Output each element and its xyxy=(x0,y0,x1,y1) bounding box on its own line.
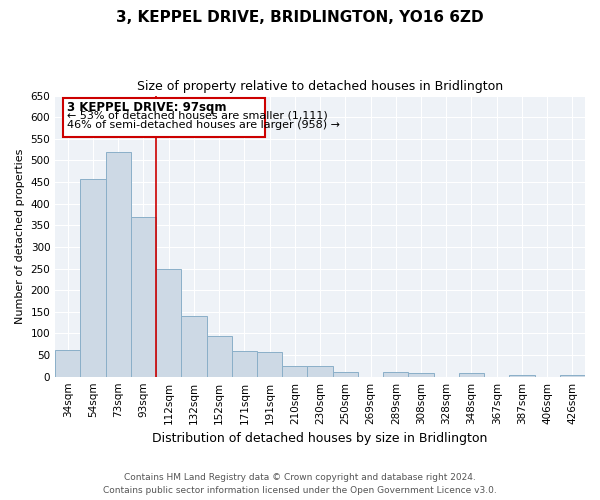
Bar xyxy=(55,350,80,376)
Bar xyxy=(509,374,535,376)
Y-axis label: Number of detached properties: Number of detached properties xyxy=(15,148,25,324)
Bar xyxy=(282,366,307,376)
Bar xyxy=(383,372,409,376)
FancyBboxPatch shape xyxy=(63,98,265,136)
Text: 3, KEPPEL DRIVE, BRIDLINGTON, YO16 6ZD: 3, KEPPEL DRIVE, BRIDLINGTON, YO16 6ZD xyxy=(116,10,484,25)
Bar xyxy=(206,336,232,376)
Bar xyxy=(257,352,282,376)
Bar xyxy=(459,373,484,376)
Bar xyxy=(106,152,131,376)
Bar xyxy=(156,270,181,376)
Bar xyxy=(232,350,257,376)
Text: 46% of semi-detached houses are larger (958) →: 46% of semi-detached houses are larger (… xyxy=(67,120,340,130)
X-axis label: Distribution of detached houses by size in Bridlington: Distribution of detached houses by size … xyxy=(152,432,488,445)
Text: Contains HM Land Registry data © Crown copyright and database right 2024.
Contai: Contains HM Land Registry data © Crown c… xyxy=(103,473,497,495)
Bar xyxy=(307,366,332,376)
Bar xyxy=(131,216,156,376)
Bar xyxy=(181,316,206,376)
Text: 3 KEPPEL DRIVE: 97sqm: 3 KEPPEL DRIVE: 97sqm xyxy=(67,101,226,114)
Bar xyxy=(409,373,434,376)
Text: ← 53% of detached houses are smaller (1,111): ← 53% of detached houses are smaller (1,… xyxy=(67,110,327,120)
Bar xyxy=(80,178,106,376)
Bar xyxy=(332,372,358,376)
Title: Size of property relative to detached houses in Bridlington: Size of property relative to detached ho… xyxy=(137,80,503,93)
